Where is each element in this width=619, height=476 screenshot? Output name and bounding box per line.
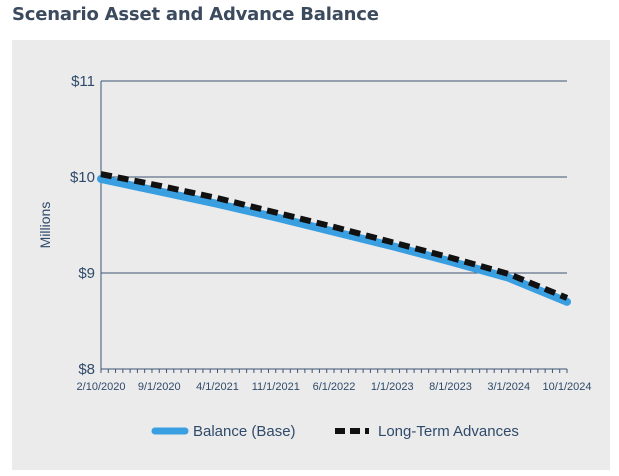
x-tick-label: 10/1/2024 [543, 381, 592, 393]
legend-label-0: Balance (Base) [193, 423, 296, 440]
x-tick-label: 8/1/2023 [429, 381, 472, 393]
x-tick-label: 1/1/2023 [371, 381, 414, 393]
chart-title: Scenario Asset and Advance Balance [12, 4, 379, 25]
y-tick-label: $9 [78, 265, 95, 282]
x-tick-label: 3/1/2024 [487, 381, 530, 393]
x-tick-label: 9/1/2020 [138, 381, 181, 393]
x-tick-label: 4/1/2021 [196, 381, 239, 393]
legend-label-1: Long-Term Advances [378, 423, 519, 440]
y-tick-label: $11 [71, 73, 95, 90]
y-tick-label: $8 [78, 361, 95, 378]
x-tick-label: 11/1/2021 [252, 381, 300, 393]
y-tick-label: $10 [70, 169, 95, 186]
x-tick-label: 2/10/2020 [77, 381, 126, 393]
series-line-1 [100, 171, 569, 301]
x-tick-label: 6/1/2022 [313, 381, 356, 393]
chart-panel: 2/10/2020 9/1/2020 4/1/2021 11/1/2021 6/1/20… [12, 40, 610, 470]
chart-svg: 2/10/2020 9/1/2020 4/1/2021 11/1/2021 6/1/20… [37, 73, 592, 440]
series-line-0 [97, 174, 571, 306]
y-axis-label: Millions [37, 202, 53, 249]
